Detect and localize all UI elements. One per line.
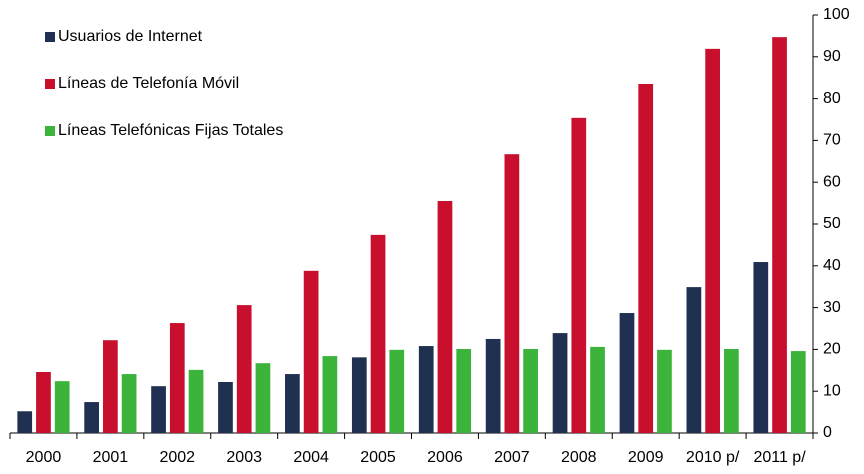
y-tick-label: 50: [823, 215, 841, 232]
legend-swatch: [45, 32, 55, 42]
bar: [418, 346, 434, 433]
bar: [255, 363, 271, 433]
x-tick-label: 2010 p/: [686, 449, 740, 466]
bar: [169, 323, 185, 433]
bar: [523, 348, 538, 433]
y-tick-label: 60: [823, 173, 841, 190]
bar: [724, 348, 739, 433]
bar: [619, 313, 635, 433]
y-tick-label: 30: [823, 299, 841, 316]
bar: [285, 374, 300, 433]
bar: [389, 349, 405, 433]
bar: [705, 48, 720, 433]
bar: [36, 371, 51, 433]
legend-swatch: [45, 126, 55, 136]
bar: [17, 411, 33, 433]
legend-swatch: [45, 79, 55, 89]
bar: [151, 386, 166, 433]
bar: [790, 351, 806, 433]
bar: [686, 287, 702, 433]
y-tick-label: 80: [823, 90, 841, 107]
bar: [188, 369, 204, 433]
bar: [552, 333, 568, 433]
bar: [456, 348, 472, 433]
y-tick-label: 40: [823, 257, 841, 274]
bar: [303, 270, 319, 433]
bar: [351, 357, 367, 433]
x-tick-label: 2007: [494, 449, 530, 466]
bar: [571, 117, 587, 433]
x-tick-label: 2008: [561, 449, 597, 466]
x-tick-label: 2006: [427, 449, 463, 466]
x-tick-label: 2005: [360, 449, 396, 466]
bar: [657, 349, 672, 433]
y-tick-label: 100: [823, 6, 850, 23]
bar: [772, 37, 787, 434]
legend-label: Usuarios de Internet: [58, 28, 203, 45]
bar: [218, 382, 233, 433]
x-tick-label: 2009: [628, 449, 664, 466]
bar: [485, 338, 501, 433]
bar: [504, 154, 520, 433]
legend-label: Líneas de Telefonía Móvil: [58, 75, 239, 92]
bar: [121, 374, 137, 433]
bar: [54, 381, 70, 433]
bar: [84, 402, 99, 433]
bar: [590, 346, 605, 433]
x-tick-label: 2002: [159, 449, 195, 466]
bar: [638, 83, 654, 433]
x-tick-label: 2003: [226, 449, 262, 466]
x-tick-label: 2001: [93, 449, 129, 466]
y-tick-label: 0: [823, 424, 832, 441]
bar: [322, 356, 338, 433]
y-tick-label: 20: [823, 341, 841, 358]
x-tick-label: 2000: [26, 449, 62, 466]
bar: [103, 340, 118, 433]
legend-label: Líneas Telefónicas Fijas Totales: [58, 122, 283, 139]
x-tick-label: 2004: [293, 449, 329, 466]
y-tick-label: 10: [823, 382, 841, 399]
bar: [236, 305, 252, 433]
y-tick-label: 90: [823, 48, 841, 65]
x-tick-label: 2011 p/: [753, 449, 806, 466]
bar: [370, 234, 386, 433]
bar: [437, 201, 453, 433]
bar: [753, 262, 769, 433]
y-tick-label: 70: [823, 132, 841, 149]
